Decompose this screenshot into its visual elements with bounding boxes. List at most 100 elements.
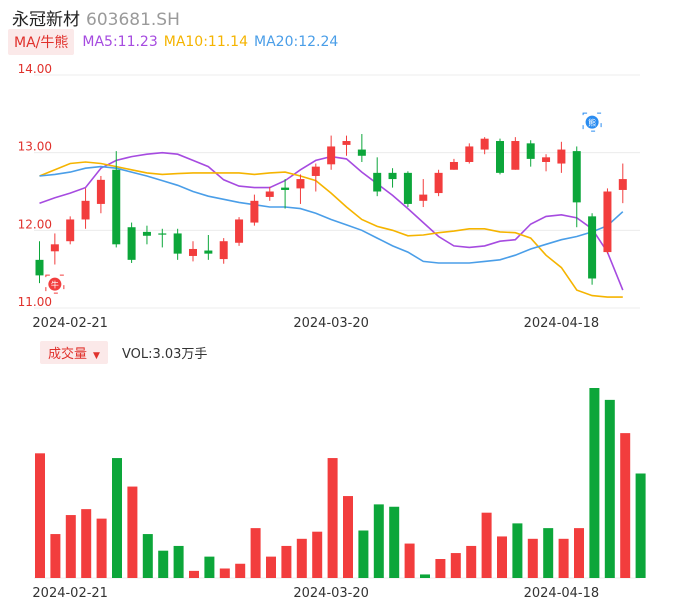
candle: [327, 135, 336, 170]
candle-body: [557, 149, 566, 164]
marker-label: 牛: [51, 280, 59, 290]
candle-body: [50, 244, 59, 252]
volume-bar: [450, 553, 461, 578]
candle: [434, 169, 443, 197]
candle-body: [373, 172, 382, 192]
candle: [265, 186, 274, 201]
y-tick-label: 12.00: [18, 217, 52, 231]
marker-bracket: [45, 274, 65, 294]
volume-bar: [543, 528, 554, 578]
candle: [158, 228, 167, 248]
candle-body: [127, 227, 136, 260]
volume-bar: [620, 433, 631, 578]
volume-bar: [96, 518, 107, 578]
volume-bar: [173, 545, 184, 578]
candle: [66, 216, 75, 245]
candle-body: [296, 179, 305, 189]
volume-bar: [189, 570, 199, 578]
y-tick-label: 13.00: [18, 140, 52, 154]
candle: [419, 179, 428, 208]
candle: [557, 141, 566, 173]
candle: [449, 158, 458, 170]
candle-body: [588, 216, 597, 279]
volume-bar: [327, 458, 338, 578]
volume-header: 成交量 ▼ VOL:3.03万手: [40, 340, 208, 364]
indicator-mode-button[interactable]: MA/牛熊: [8, 29, 75, 55]
candle: [173, 228, 182, 260]
volume-bar: [512, 523, 523, 578]
volume-bars: [34, 388, 646, 579]
candle-body: [603, 191, 612, 253]
candle-body: [173, 233, 182, 254]
x-tick-label: 2024-02-21: [32, 586, 108, 601]
candles: [35, 134, 627, 285]
ma20-line: [39, 165, 624, 264]
volume-x-axis: 2024-02-21 2024-03-20 2024-04-18: [32, 586, 599, 601]
volume-bar: [81, 509, 92, 578]
ma-legend: MA/牛熊 MA5:11.23 MA10:11.14 MA20:12.24: [8, 29, 344, 55]
candle: [572, 146, 581, 228]
volume-bar: [481, 512, 492, 578]
ma20-legend-text: MA20:12.24: [254, 34, 339, 50]
x-tick-label: 2024-02-21: [32, 316, 108, 331]
candle: [127, 222, 136, 263]
volume-bar: [158, 550, 169, 578]
candle-body: [618, 179, 627, 190]
candle: [219, 238, 228, 264]
x-tick-label: 2024-03-20: [293, 586, 369, 601]
candle: [342, 135, 351, 156]
candle-body: [496, 141, 504, 173]
volume-bar: [404, 543, 415, 578]
volume-bar: [373, 504, 384, 578]
volume-bar: [527, 538, 538, 578]
candle: [357, 134, 366, 162]
candle-body: [526, 143, 535, 159]
volume-bar: [142, 534, 153, 578]
candle-body: [112, 169, 121, 245]
volume-value-text: VOL:3.03万手: [121, 346, 208, 362]
candle: [296, 174, 305, 204]
candle: [204, 234, 213, 260]
candle: [373, 157, 382, 197]
volume-bar: [466, 545, 477, 578]
volume-bar: [204, 556, 215, 578]
candle: [50, 233, 59, 265]
volume-bar: [604, 399, 615, 578]
candle-body: [480, 138, 489, 150]
sell-marker-icon: 熊: [582, 112, 602, 132]
volume-bar: [558, 538, 569, 578]
volume-bar: [296, 538, 307, 578]
volume-bar: [50, 534, 61, 578]
candle: [603, 188, 612, 254]
marker-dot: [585, 115, 599, 129]
ma-lines: [39, 151, 624, 298]
candle-body: [449, 161, 458, 170]
candle-body: [281, 187, 290, 190]
candle-body: [357, 149, 366, 156]
volume-bar: [589, 388, 600, 578]
candle: [311, 163, 320, 192]
candle-body: [142, 231, 151, 236]
marker-dot: [48, 277, 62, 291]
volume-bar: [497, 536, 507, 578]
stock-name: 永冠新材: [12, 10, 80, 30]
candle-body: [250, 200, 259, 223]
ma5-line: [39, 151, 624, 291]
candle-body: [342, 141, 351, 145]
candle-body: [311, 166, 320, 176]
volume-indicator-dropdown[interactable]: 成交量 ▼: [40, 340, 108, 364]
ma10-legend-text: MA10:11.14: [163, 34, 249, 50]
volume-bar: [358, 530, 369, 578]
volume-bar: [435, 559, 446, 578]
candle-body: [388, 172, 397, 180]
candle: [189, 241, 197, 262]
candle-body: [158, 233, 167, 235]
candle-body: [189, 248, 197, 256]
candle: [388, 168, 397, 188]
candle: [588, 213, 597, 285]
stock-title: 永冠新材 603681.SH: [12, 5, 180, 30]
signal-markers: 牛熊: [45, 112, 602, 294]
candle: [511, 137, 520, 170]
volume-bar: [35, 453, 45, 578]
